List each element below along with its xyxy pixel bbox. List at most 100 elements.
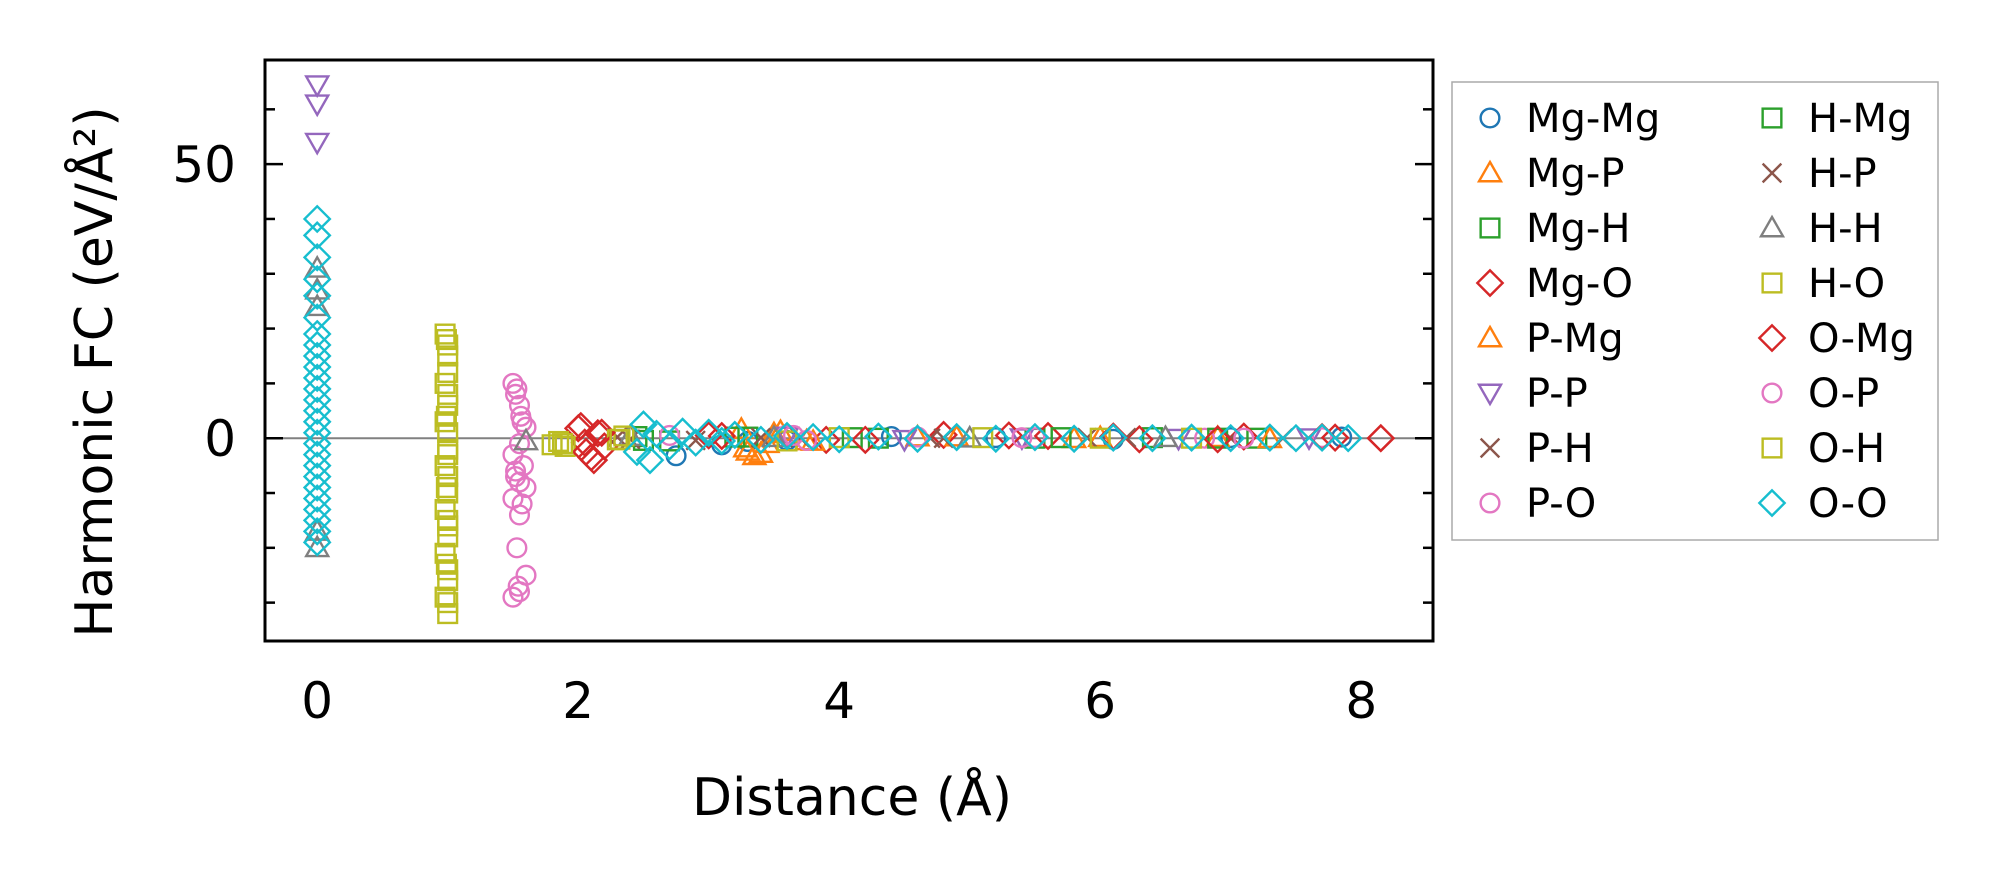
data-point (942, 422, 972, 452)
data-point (1307, 423, 1337, 452)
data-point (622, 437, 652, 467)
legend-label: H-Mg (1808, 96, 1912, 142)
legend-box (1451, 81, 1939, 541)
data-point (512, 427, 540, 451)
legend-item-mg-h: Mg-H (1479, 206, 1630, 252)
data-point (629, 410, 658, 439)
data-point (1011, 427, 1033, 449)
legend-marker (1479, 107, 1501, 129)
legend-label: H-O (1808, 261, 1885, 307)
data-point (437, 603, 459, 625)
data-point (437, 334, 459, 356)
data-point (304, 94, 331, 118)
legend-item-o-p: O-P (1761, 371, 1879, 417)
data-point (1246, 427, 1268, 449)
y-tick-label: 0 (204, 410, 236, 468)
legend-label: Mg-P (1526, 151, 1624, 197)
legend-marker (1758, 214, 1786, 238)
data-point (1125, 424, 1154, 454)
legend-marker (1761, 162, 1783, 184)
data-point (511, 493, 533, 515)
data-point (551, 433, 574, 455)
legend-item-p-o: P-O (1479, 481, 1596, 527)
data-point (1295, 428, 1323, 452)
data-point (1281, 423, 1311, 453)
data-point (707, 426, 737, 456)
data-point (1087, 424, 1114, 448)
data-point (302, 527, 332, 557)
data-point (1024, 427, 1046, 449)
data-point (302, 341, 332, 371)
legend-item-h-mg: H-Mg (1761, 96, 1912, 142)
data-point (1061, 425, 1088, 449)
data-point (437, 444, 459, 466)
x-tick-label: 6 (1084, 672, 1116, 730)
data-point (302, 462, 332, 491)
legend-item-p-h: P-H (1479, 426, 1594, 472)
data-point (772, 421, 802, 451)
data-point (1194, 427, 1216, 449)
legend-item-mg-o: Mg-O (1475, 261, 1633, 307)
data-point (554, 435, 576, 457)
x-tick-label: 0 (301, 672, 333, 730)
data-point (841, 427, 863, 449)
legend-marker (1476, 159, 1504, 183)
data-point (1311, 427, 1333, 449)
data-point (811, 425, 841, 455)
data-point (694, 418, 724, 448)
legend-item-o-o: O-O (1757, 481, 1888, 527)
data-point (1233, 427, 1255, 449)
data-point (434, 586, 456, 608)
data-point (302, 330, 332, 360)
legend-label: Mg-O (1526, 261, 1633, 307)
data-point (1152, 424, 1179, 448)
data-point (508, 433, 531, 455)
data-point (548, 430, 570, 453)
x-axis-label: Distance (Å) (692, 766, 1012, 828)
series-h-o (434, 323, 1203, 625)
data-point (302, 407, 332, 437)
data-point (302, 204, 332, 234)
data-point (985, 427, 1007, 449)
data-point (304, 254, 331, 278)
data-point (1207, 427, 1229, 449)
legend-item-h-h: H-H (1758, 206, 1883, 252)
data-point (435, 405, 457, 427)
data-point (434, 542, 456, 564)
data-point (1333, 423, 1363, 453)
data-point (437, 526, 459, 548)
data-point (737, 426, 759, 448)
legend-item-mg-mg: Mg-Mg (1479, 96, 1660, 142)
data-point (1366, 423, 1396, 453)
legend-marker (1761, 437, 1783, 459)
data-point (437, 345, 459, 367)
legend-marker (1761, 382, 1783, 404)
data-point (1203, 424, 1233, 454)
data-point (505, 466, 527, 488)
data-point (508, 504, 531, 526)
data-point (1216, 423, 1246, 453)
data-point (515, 476, 537, 499)
legend-label: O-H (1808, 426, 1885, 472)
data-point (864, 422, 893, 451)
data-point (502, 444, 524, 466)
y-axis-label: Harmonic FC (eV/Å²) (63, 106, 125, 637)
data-point (434, 411, 456, 433)
legend-label: P-P (1526, 371, 1588, 417)
x-tick-label: 8 (1345, 672, 1377, 730)
plot-frame-rect (263, 58, 1435, 643)
data-point (750, 427, 772, 448)
data-point (707, 421, 737, 451)
legend-marker (1757, 488, 1787, 518)
data-point (302, 319, 332, 349)
data-point (981, 424, 1011, 454)
data-point (302, 396, 332, 426)
data-point (302, 418, 332, 448)
data-point (635, 445, 665, 475)
data-point (681, 428, 711, 457)
legend-marker (1479, 492, 1501, 514)
data-point (655, 432, 684, 461)
data-point (972, 427, 994, 449)
data-point (302, 374, 332, 404)
y-tick-label: 50 (172, 136, 236, 194)
